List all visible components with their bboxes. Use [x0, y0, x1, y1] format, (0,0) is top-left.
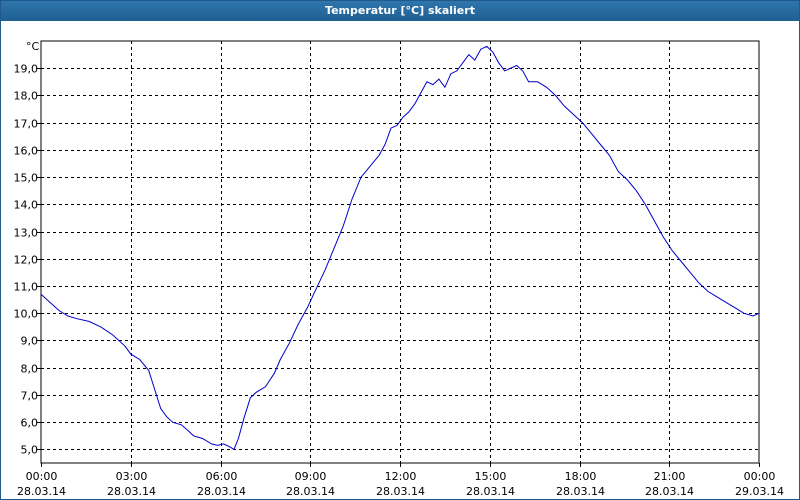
- x-tick-time-label: 15:00: [475, 470, 507, 483]
- x-tick-date-label: 28.03.14: [556, 485, 605, 498]
- x-tick-date-label: 28.03.14: [466, 485, 515, 498]
- x-tick-time-label: 03:00: [116, 470, 148, 483]
- y-tick-label: 7,0: [21, 390, 39, 403]
- chart-title: Temperatur [°C] skaliert: [1, 1, 799, 21]
- x-tick-date-label: 28.03.14: [645, 485, 694, 498]
- y-tick-label: 17,0: [14, 118, 39, 131]
- x-tick-time-label: 00:00: [744, 470, 776, 483]
- x-tick-date-label: 28.03.14: [17, 485, 66, 498]
- x-tick-time-label: 06:00: [206, 470, 238, 483]
- y-tick-label: 18,0: [14, 90, 39, 103]
- x-tick-time-label: 12:00: [385, 470, 417, 483]
- x-tick-time-label: 18:00: [565, 470, 597, 483]
- y-tick-label: 19,0: [14, 63, 39, 76]
- y-tick-label: 13,0: [14, 227, 39, 240]
- y-tick-label: 11,0: [14, 281, 39, 294]
- y-tick-label: 15,0: [14, 172, 39, 185]
- x-tick-date-label: 28.03.14: [376, 485, 425, 498]
- temperature-series-line: [40, 45, 760, 451]
- x-tick-date-label: 28.03.14: [197, 485, 246, 498]
- y-tick-label: 10,0: [14, 308, 39, 321]
- x-tick-date-label: 28.03.14: [286, 485, 335, 498]
- y-tick-label: 14,0: [14, 199, 39, 212]
- y-tick-label: 9,0: [21, 335, 39, 348]
- y-tick-label: 8,0: [21, 363, 39, 376]
- x-tick-date-label: 29.03.14: [735, 485, 784, 498]
- x-tick-date-label: 28.03.14: [107, 485, 156, 498]
- y-tick-label: 5,0: [21, 444, 39, 457]
- x-tick-time-label: 09:00: [295, 470, 327, 483]
- y-tick-label: 12,0: [14, 254, 39, 267]
- y-tick-label: 6,0: [21, 417, 39, 430]
- y-axis-unit: °C: [26, 40, 40, 53]
- y-tick-label: 16,0: [14, 145, 39, 158]
- x-tick-time-label: 00:00: [26, 470, 58, 483]
- x-tick-time-label: 21:00: [654, 470, 686, 483]
